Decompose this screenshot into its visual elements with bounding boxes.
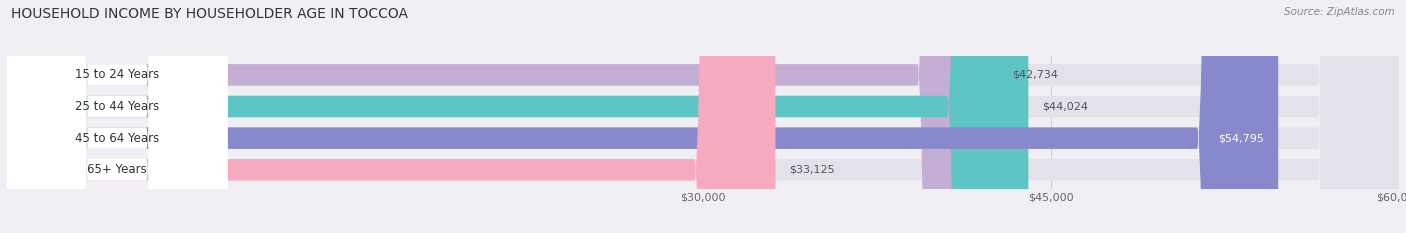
Text: $54,795: $54,795 xyxy=(1219,133,1264,143)
Text: $44,024: $44,024 xyxy=(1042,102,1088,112)
FancyBboxPatch shape xyxy=(7,0,1278,233)
Text: $42,734: $42,734 xyxy=(1012,70,1059,80)
Text: Source: ZipAtlas.com: Source: ZipAtlas.com xyxy=(1284,7,1395,17)
FancyBboxPatch shape xyxy=(7,0,228,233)
Text: 45 to 64 Years: 45 to 64 Years xyxy=(75,132,159,145)
FancyBboxPatch shape xyxy=(7,0,1399,233)
Text: 15 to 24 Years: 15 to 24 Years xyxy=(75,69,159,81)
Text: 65+ Years: 65+ Years xyxy=(87,163,148,176)
FancyBboxPatch shape xyxy=(7,0,998,233)
FancyBboxPatch shape xyxy=(7,0,228,233)
Text: HOUSEHOLD INCOME BY HOUSEHOLDER AGE IN TOCCOA: HOUSEHOLD INCOME BY HOUSEHOLDER AGE IN T… xyxy=(11,7,408,21)
FancyBboxPatch shape xyxy=(7,0,1399,233)
FancyBboxPatch shape xyxy=(7,0,228,233)
FancyBboxPatch shape xyxy=(7,0,1028,233)
FancyBboxPatch shape xyxy=(7,0,1399,233)
FancyBboxPatch shape xyxy=(7,0,228,233)
FancyBboxPatch shape xyxy=(7,0,776,233)
Text: $33,125: $33,125 xyxy=(789,165,835,175)
FancyBboxPatch shape xyxy=(7,0,1399,233)
Text: 25 to 44 Years: 25 to 44 Years xyxy=(75,100,159,113)
